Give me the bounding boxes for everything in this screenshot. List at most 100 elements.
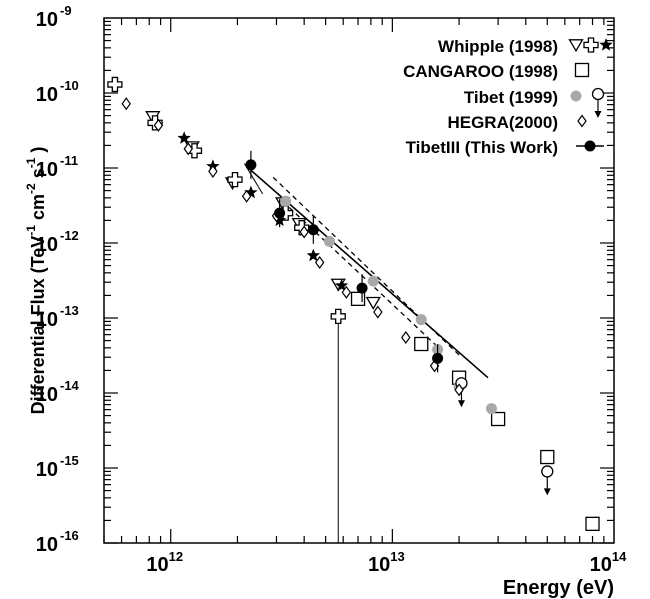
- data-point: [227, 171, 243, 188]
- legend-marker: [574, 62, 590, 78]
- y-tick-exponent: -16: [60, 528, 79, 543]
- legend-marker: [583, 37, 599, 53]
- data-point: [485, 403, 497, 415]
- y-tick-label: 10: [36, 159, 58, 181]
- legend-marker: [577, 114, 587, 128]
- legend-entry: TibetIII (This Work): [406, 138, 604, 157]
- data-point: [307, 215, 319, 244]
- x-tick-label: 1012: [146, 549, 183, 576]
- data-point: [241, 189, 252, 203]
- legend-marker: [576, 140, 604, 152]
- diamond-marker: [577, 114, 587, 128]
- data-point: [107, 76, 123, 93]
- data-point: [585, 516, 600, 532]
- data-point: [490, 411, 506, 427]
- data-point: [314, 255, 325, 269]
- filled-circle-marker: [307, 224, 319, 236]
- data-point: [432, 344, 444, 373]
- star-marker: [599, 38, 613, 51]
- data-point: [208, 164, 218, 178]
- data-point: [245, 150, 257, 179]
- diamond-marker: [153, 118, 164, 132]
- series-star-filled: [177, 131, 349, 292]
- y-tick-label: 10: [36, 84, 58, 106]
- legend-label: TibetIII (This Work): [406, 138, 558, 157]
- diamond-marker: [299, 225, 309, 239]
- gray-circle-marker: [323, 235, 335, 247]
- filled-circle-marker: [356, 282, 368, 294]
- legend-entry: CANGAROO (1998): [403, 62, 590, 81]
- data-point: [454, 383, 464, 397]
- data-point: [280, 195, 292, 207]
- square-marker: [574, 62, 590, 78]
- filled-circle-marker: [432, 352, 444, 364]
- data-point: [177, 131, 191, 144]
- data-point: [330, 308, 346, 325]
- diamond-marker: [183, 142, 194, 156]
- data-point: [414, 336, 429, 352]
- series-square-open: [350, 291, 600, 532]
- data-point: [401, 330, 411, 344]
- gray-circle-marker: [485, 403, 497, 415]
- data-point: [341, 285, 352, 299]
- y-tick-label: 10: [36, 309, 58, 331]
- diamond-marker: [454, 383, 464, 397]
- data-point: [356, 274, 368, 303]
- x-axis-label: Energy (eV): [503, 577, 614, 599]
- y-tick-exponent: -12: [60, 228, 79, 243]
- cross-marker: [330, 308, 346, 325]
- data-point: [541, 465, 554, 496]
- data-point: [373, 305, 383, 319]
- square-marker: [490, 411, 506, 427]
- y-tick-label: 10: [36, 9, 58, 31]
- triangle-marker: [568, 39, 584, 53]
- cross-marker: [107, 76, 123, 93]
- data-point: [334, 278, 349, 292]
- legend-label: CANGAROO (1998): [403, 62, 558, 81]
- diamond-marker: [314, 255, 325, 269]
- gray-circle-marker: [570, 90, 582, 102]
- gray-circle-marker: [367, 275, 379, 287]
- plot-frame: [103, 17, 615, 544]
- square-marker: [414, 336, 429, 352]
- fit-band-upper: [272, 176, 462, 358]
- legend: Whipple (1998) CANGAROO (1998) Tibet (1999…: [403, 37, 613, 157]
- diamond-marker: [241, 189, 252, 203]
- x-tick-label: 1013: [368, 549, 405, 576]
- legend-label: Whipple (1998): [438, 37, 558, 56]
- filled-circle-marker: [274, 207, 286, 219]
- series-diamond-open: [121, 97, 464, 397]
- legend-marker: [570, 90, 582, 102]
- legend-marker: [591, 87, 605, 118]
- diamond-marker: [121, 97, 131, 111]
- data-point: [367, 275, 379, 287]
- diamond-marker: [341, 285, 352, 299]
- square-marker: [585, 516, 600, 532]
- y-tick-exponent: -14: [60, 378, 80, 393]
- star-marker: [244, 185, 258, 199]
- filled-circle-marker: [245, 159, 257, 171]
- arrow-head: [543, 488, 551, 496]
- gray-circle-marker: [280, 195, 292, 207]
- y-tick-exponent: -10: [60, 78, 79, 93]
- star-marker: [334, 278, 349, 292]
- square-marker: [540, 449, 555, 465]
- data-point: [350, 291, 366, 307]
- data-point: [183, 142, 194, 156]
- cross-marker: [227, 171, 243, 188]
- data-point: [540, 449, 555, 465]
- diamond-marker: [373, 305, 383, 319]
- data-point: [274, 199, 286, 228]
- open-circle-marker: [541, 465, 554, 478]
- legend-label: HEGRA(2000): [447, 113, 558, 132]
- plot-area: [103, 17, 615, 544]
- legend-entry: Whipple (1998): [438, 37, 613, 56]
- legend-marker: [599, 38, 613, 51]
- series-cross-open: [107, 76, 346, 325]
- data-point: [153, 118, 164, 132]
- arrow-head: [594, 111, 602, 118]
- data-point: [121, 97, 131, 111]
- diamond-marker: [401, 330, 411, 344]
